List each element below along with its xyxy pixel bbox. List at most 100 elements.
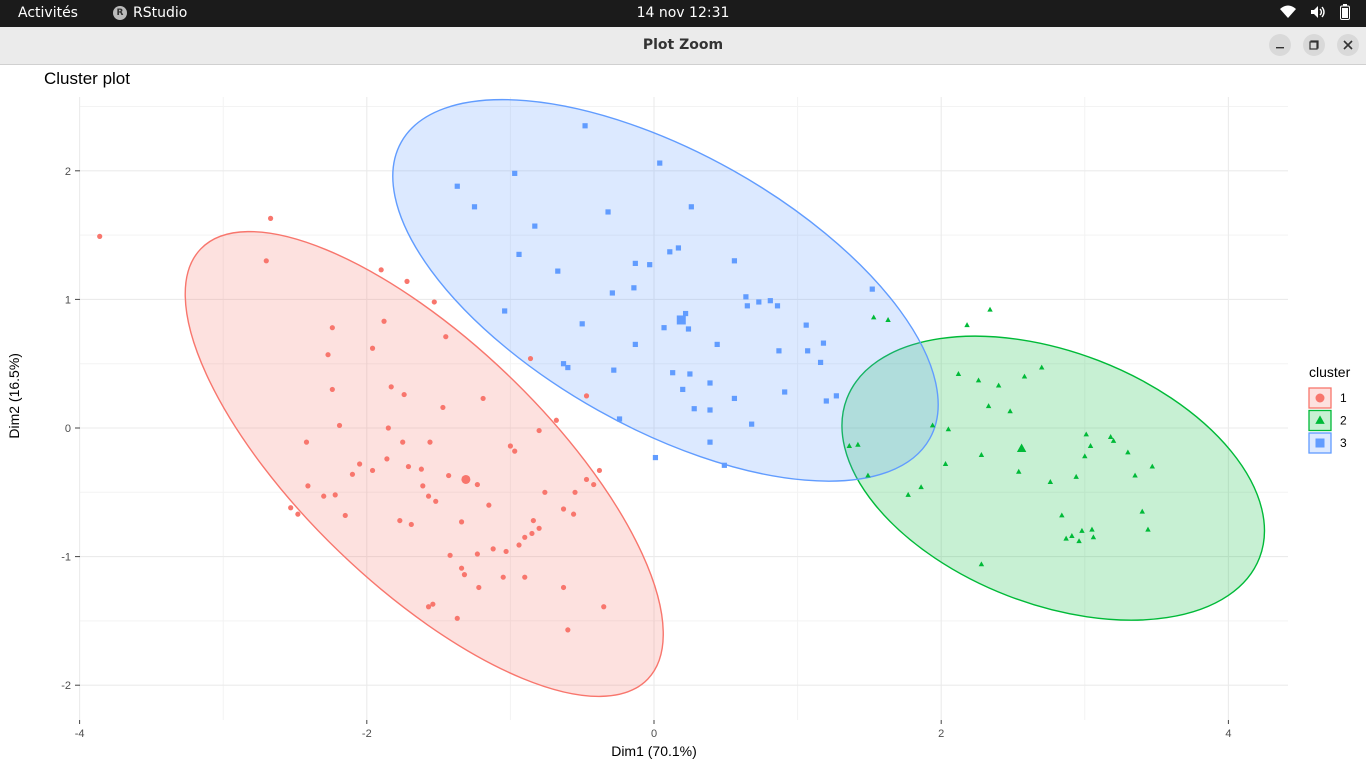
cluster-1-point [433,498,439,504]
cluster-3-point [680,386,686,393]
legend-key-1-symbol [1315,393,1325,403]
cluster-2-point [1089,526,1095,532]
battery-icon [1340,4,1350,20]
activities-button[interactable]: Activités [18,5,78,21]
cluster-3-point [560,361,567,367]
legend-key-3-symbol [1315,438,1325,448]
legend-label-2: 2 [1340,414,1347,428]
cluster-3-ellipse [392,98,939,482]
cluster-1-point [388,384,394,390]
cluster-1-point [596,467,603,474]
window-titlebar[interactable]: Plot Zoom [0,27,1366,65]
cluster-1-point [507,443,513,449]
cluster-2-point [1090,534,1097,540]
cluster-1-point [430,601,436,607]
cluster-1-point [530,517,536,524]
legend-label-1: 1 [1340,391,1347,405]
cluster-1-point [336,422,343,429]
cluster-2-point [1073,473,1079,479]
cluster-2-center [1016,443,1027,452]
cluster-3-point [707,407,713,413]
cluster-1-point [303,439,310,445]
cluster-3-point [632,341,638,348]
cluster-2-point [978,561,985,567]
y-tick-label: 0 [65,423,71,435]
cluster-1-point [427,439,433,445]
cluster-3-point [502,308,508,314]
cluster-2-point [885,317,891,322]
cluster-2-point [1087,443,1094,448]
cluster-1-point [536,427,542,434]
cluster-1-point [476,584,482,591]
cluster-3-point [605,209,611,215]
cluster-2-point [955,371,962,376]
maximize-button[interactable] [1303,34,1325,56]
cluster-1-point [357,461,363,467]
legend-key-2-symbol [1315,415,1325,424]
cluster-3-point [611,367,617,373]
cluster-2-point [905,491,911,497]
cluster-2-point [978,452,985,457]
cluster-2-point [1139,508,1145,514]
cluster-3-point [471,204,478,210]
cluster-1-point [401,391,407,398]
wifi-icon [1280,5,1296,18]
cluster-1-point [440,404,446,411]
cluster-1-point [591,481,597,488]
close-icon [1343,40,1353,50]
cluster-1-point [500,574,506,580]
cluster-1-point [420,483,426,489]
cluster-3-point [756,299,762,305]
legend-title: cluster [1309,364,1351,380]
clock[interactable]: 14 nov 12:31 [636,5,730,21]
cluster-1-point [553,417,559,423]
cluster-3-point [823,398,829,404]
y-tick-label: 2 [65,166,71,178]
cluster-plot: -4 -2 0 2 4 -2 -1 0 1 2 Cluster plot Dim1 (70.1%) Di… [6,69,1351,759]
cluster-3-point [721,462,727,468]
cluster-3-point [631,285,637,291]
app-menu[interactable]: R RStudio [113,5,187,21]
x-tick-label: 4 [1225,728,1231,740]
cluster-1-point [329,386,335,393]
cluster-2-point [1007,408,1013,414]
cluster-1-point [522,534,528,540]
cluster-1-point [583,393,590,399]
cluster-1-point [288,505,294,511]
cluster-1-point [384,456,390,462]
y-tick-label: -2 [61,680,71,692]
cluster-3-point [817,359,824,366]
cluster-1-point [446,472,452,479]
cluster-2-point [1069,533,1075,538]
cluster-2-point [1059,512,1065,518]
cluster-3-point [667,249,673,255]
cluster-3-center [676,315,686,325]
cluster-2-point [1076,538,1082,544]
cluster-1-point [583,476,590,483]
cluster-3-point [833,393,839,399]
cluster-1-point [570,511,577,517]
close-button[interactable] [1337,34,1359,56]
cluster-1-point [542,489,548,495]
system-top-bar: Activités R RStudio 14 nov 12:31 [0,0,1366,27]
minimize-button[interactable] [1269,34,1291,56]
cluster-1-point [461,572,468,578]
cluster-1-point [522,574,528,580]
cluster-3-point [657,160,663,166]
cluster-2-point [1132,472,1138,478]
cluster-1-point [454,615,460,621]
cluster-2-point [1125,449,1131,455]
cluster-3-point [532,223,538,229]
system-tray[interactable] [1280,4,1350,20]
cluster-3-point [685,326,692,332]
cluster-1-point [474,481,480,488]
cluster-3-point [803,322,809,328]
cluster-1-point [431,299,437,305]
cluster-3-point [776,348,782,354]
cluster-2-point [1149,463,1156,469]
cluster-3-point [565,364,571,371]
y-tick-label: -1 [61,552,71,564]
app-name: RStudio [133,5,188,21]
cluster-3-point [869,286,875,292]
cluster-1-point [329,325,335,331]
